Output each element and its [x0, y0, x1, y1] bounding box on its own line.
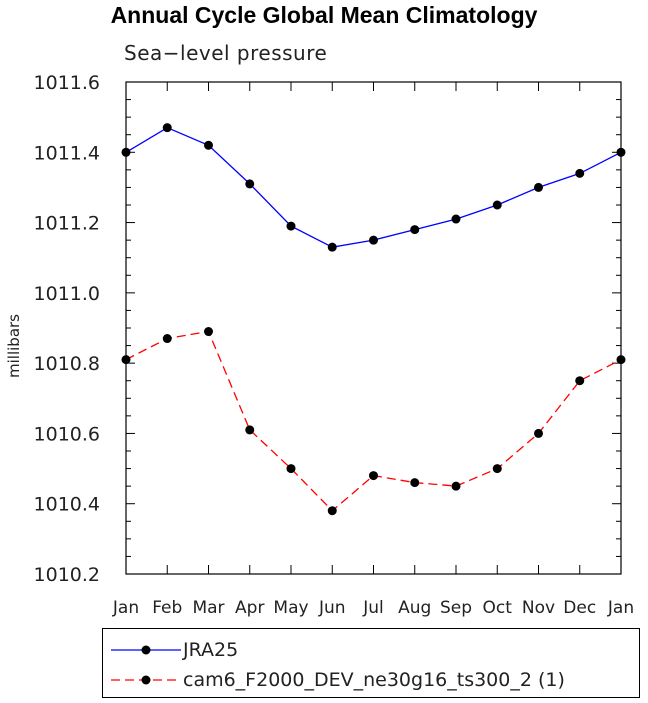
data-point: [162, 123, 172, 133]
series-line-1: [125, 330, 622, 512]
legend-item-jra25: JRA25: [103, 635, 639, 665]
data-point: [492, 200, 502, 210]
data-point: [410, 478, 420, 488]
chart-title: Annual Cycle Global Mean Climatology: [110, 2, 538, 28]
legend-swatch-jra25: [111, 645, 181, 655]
legend-label-cam6: cam6_F2000_DEV_ne30g16_ts300_2 (1): [183, 669, 565, 691]
legend-label-jra25: JRA25: [183, 639, 239, 661]
data-point: [575, 376, 585, 386]
x-tick-label: Apr: [235, 598, 264, 618]
y-tick-label: 1011.4: [34, 142, 100, 164]
y-tick-label: 1010.8: [34, 353, 100, 375]
y-axis-label: millibars: [5, 314, 23, 378]
x-tick-label: Jan: [607, 598, 634, 618]
data-point: [204, 327, 213, 337]
y-tick-label: 1010.6: [34, 423, 100, 445]
data-point: [369, 471, 378, 481]
data-point: [575, 168, 585, 178]
y-tick-label: 1010.4: [34, 494, 100, 516]
x-tick-label: Jan: [112, 598, 139, 618]
data-point: [451, 214, 461, 224]
x-tick-label: Mar: [192, 598, 224, 618]
data-point: [492, 464, 502, 474]
data-point: [286, 221, 296, 231]
x-tick-label: Aug: [398, 598, 431, 618]
data-point: [204, 140, 213, 150]
x-tick-label: May: [273, 598, 308, 618]
data-point: [410, 225, 420, 235]
x-tick-label: Nov: [522, 598, 555, 618]
legend-swatch-cam6: [111, 675, 181, 685]
chart-legend: JRA25 cam6_F2000_DEV_ne30g16_ts300_2 (1): [102, 628, 640, 698]
data-point: [451, 481, 461, 491]
x-tick-label: Dec: [563, 598, 596, 618]
x-tick-label: Sep: [440, 598, 472, 618]
y-tick-label: 1011.0: [34, 283, 100, 305]
legend-item-cam6: cam6_F2000_DEV_ne30g16_ts300_2 (1): [103, 665, 639, 695]
chart-subtitle: Sea−level pressure: [124, 41, 328, 65]
data-point: [327, 506, 337, 516]
series-line-0: [125, 126, 622, 248]
plot-frame: [125, 81, 622, 575]
y-tick-label: 1010.2: [34, 564, 100, 586]
y-tick-label: 1011.2: [34, 213, 100, 235]
data-point: [245, 425, 255, 435]
data-point: [534, 182, 543, 192]
x-tick-label: Jun: [318, 598, 346, 618]
x-tick-label: Oct: [483, 598, 513, 618]
data-point: [616, 355, 626, 365]
y-tick-label: 1011.6: [34, 72, 100, 94]
data-point: [121, 147, 131, 157]
data-point: [369, 235, 378, 245]
data-point: [534, 428, 543, 438]
data-point: [245, 179, 255, 189]
x-tick-label: Jul: [362, 598, 384, 618]
data-point: [121, 355, 131, 365]
data-point: [327, 242, 337, 252]
data-point: [162, 334, 172, 344]
x-tick-label: Feb: [152, 598, 182, 618]
data-point: [616, 147, 626, 157]
data-point: [286, 464, 296, 474]
